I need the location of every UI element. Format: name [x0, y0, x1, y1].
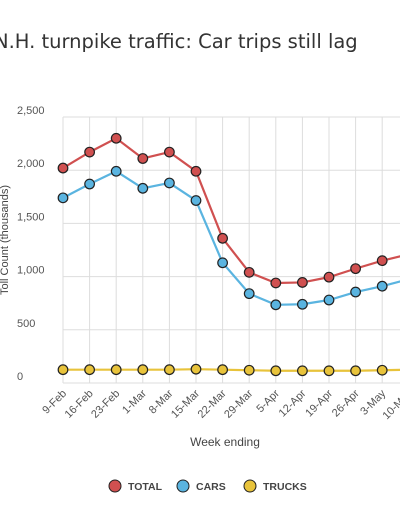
data-point-trucks — [137, 364, 149, 376]
y-tick-label: 2,000 — [17, 158, 45, 170]
y-tick-labels: 0 500 1,000 1,500 2,000 2,500 — [17, 105, 45, 383]
data-point-cars — [84, 178, 95, 190]
data-point-trucks — [110, 364, 122, 376]
x-tick-label: 1-Mar — [120, 387, 149, 416]
series-group — [57, 132, 400, 377]
data-point-trucks — [243, 364, 255, 376]
x-tick-label: 15-Mar — [169, 387, 202, 420]
legend-marker-trucks — [243, 479, 257, 493]
legend-label-cars: CARS — [196, 481, 226, 493]
data-point-trucks — [217, 364, 229, 376]
y-tick-label: 1,500 — [17, 211, 45, 223]
data-point-trucks — [350, 365, 362, 377]
data-point-cars — [323, 294, 335, 306]
data-point-total — [110, 132, 122, 144]
data-point-total — [57, 162, 69, 174]
y-tick-label: 0 — [17, 371, 23, 383]
data-point-trucks — [323, 365, 335, 377]
legend-marker-cars — [176, 479, 190, 493]
legend-label-total: TOTAL — [128, 481, 163, 493]
x-axis-label: Week ending — [190, 435, 260, 449]
data-point-cars — [270, 299, 282, 311]
x-tick-label: 16-Feb — [63, 388, 96, 421]
legend-label-trucks: TRUCKS — [263, 481, 307, 493]
data-point-trucks — [190, 363, 202, 375]
data-point-cars — [163, 177, 175, 189]
data-point-trucks — [376, 364, 388, 376]
x-tick-label: 26-Apr — [330, 387, 362, 419]
series-line-total — [62, 136, 400, 285]
legend: TOTAL CARS TRUCKS — [108, 479, 307, 493]
data-point-total — [350, 263, 362, 275]
y-axis-label: Toll Count (thousands) — [0, 185, 11, 295]
data-point-trucks — [270, 365, 282, 377]
x-tick-label: 12-Apr — [277, 387, 309, 419]
data-point-total — [323, 271, 335, 283]
grid-lines — [62, 116, 400, 384]
data-point-cars — [137, 182, 149, 194]
x-tick-labels: 9-Feb16-Feb23-Feb1-Mar8-Mar15-Mar22-Mar2… — [40, 387, 400, 422]
data-point-trucks — [84, 364, 95, 376]
data-point-total — [84, 146, 95, 158]
data-point-total — [190, 165, 202, 177]
legend-marker-total — [108, 479, 122, 493]
data-point-trucks — [297, 365, 308, 377]
x-tick-label: 19-Apr — [303, 387, 335, 419]
data-point-cars — [297, 298, 308, 310]
data-point-total — [270, 277, 282, 289]
data-point-total — [243, 266, 255, 278]
data-point-total — [376, 255, 388, 267]
data-point-trucks — [57, 364, 69, 376]
chart-title: N.H. turnpike traffic: Car trips still l… — [0, 30, 358, 53]
data-point-total — [163, 146, 175, 158]
data-point-cars — [350, 286, 362, 298]
data-point-cars — [243, 288, 255, 300]
data-point-cars — [110, 165, 122, 177]
x-tick-label: 29-Mar — [222, 387, 255, 420]
data-point-trucks — [163, 364, 175, 376]
y-tick-label: 1,000 — [17, 265, 45, 277]
y-tick-label: 500 — [17, 318, 35, 330]
x-tick-label: 23-Feb — [89, 388, 122, 421]
data-point-total — [297, 277, 308, 288]
x-tick-label: 22-Mar — [196, 387, 229, 420]
data-point-total — [137, 153, 149, 164]
data-point-cars — [57, 192, 69, 204]
series-line-cars — [62, 170, 400, 306]
y-tick-label: 2,500 — [17, 105, 45, 117]
data-point-cars — [217, 257, 229, 269]
data-point-cars — [190, 195, 202, 206]
data-point-total — [217, 232, 229, 244]
data-point-cars — [376, 280, 388, 292]
